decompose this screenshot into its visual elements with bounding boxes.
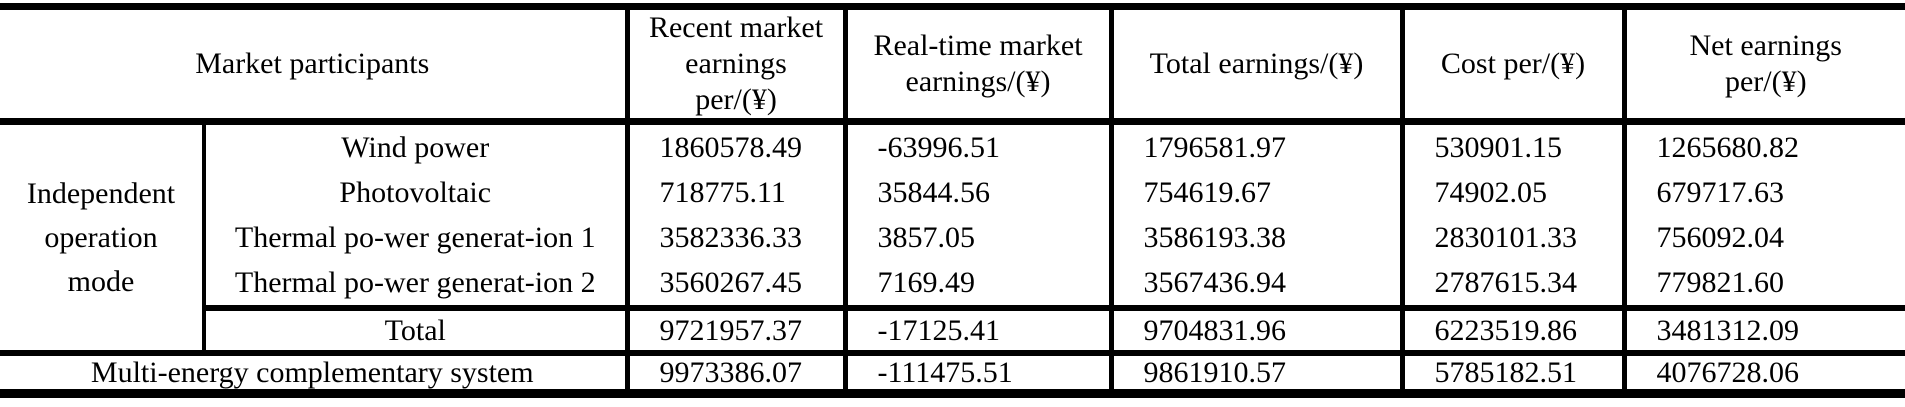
table-row-total: Total 9721957.37 -17125.41 9704831.96 62… <box>0 305 1905 353</box>
total-earnings-value: 3567436.94 <box>1108 260 1402 308</box>
group-label-independent-operation-mode: Independent operation mode <box>26 176 176 298</box>
participant-name: Wind power <box>202 121 627 170</box>
participant-name: Thermal po-wer generat-ion 1 <box>202 215 627 260</box>
net-earnings-value: 779821.60 <box>1621 260 1905 308</box>
net-earnings-value: 679717.63 <box>1621 170 1905 215</box>
cost-value: 5785182.51 <box>1399 350 1624 394</box>
net-earnings-value: 756092.04 <box>1621 215 1905 260</box>
recent-earnings-value: 718775.11 <box>624 170 845 215</box>
header-recent-market-earnings: Recent market earnings per/(¥) <box>624 6 845 125</box>
recent-earnings-total: 9721957.37 <box>624 305 845 353</box>
table-row-photovoltaic: Photovoltaic 718775.11 35844.56 754619.6… <box>0 170 1905 215</box>
recent-earnings-value: 1860578.49 <box>624 121 845 170</box>
net-earnings-total: 3481312.09 <box>1621 305 1905 353</box>
realtime-earnings-value: 3857.05 <box>842 215 1111 260</box>
table-row-thermal-1: Thermal po-wer generat-ion 1 3582336.33 … <box>0 215 1905 260</box>
total-earnings-value: 3586193.38 <box>1108 215 1402 260</box>
recent-earnings-value: 3582336.33 <box>624 215 845 260</box>
net-earnings-value: 4076728.06 <box>1621 350 1905 394</box>
table-header-row: Market participants Recent market earnin… <box>0 6 1905 125</box>
total-earnings-value: 9861910.57 <box>1108 350 1402 394</box>
total-row-label: Total <box>202 305 627 353</box>
table-row-wind-power: Independent operation mode Wind power 18… <box>0 121 1905 298</box>
table-row-thermal-2: Thermal po-wer generat-ion 2 3560267.45 … <box>0 260 1905 308</box>
table-row-multi-energy-system: Multi-energy complementary system 997338… <box>0 350 1905 394</box>
header-net-earnings: Net earnings per/(¥) <box>1621 6 1905 125</box>
total-earnings-value: 754619.67 <box>1108 170 1402 215</box>
recent-earnings-value: 3560267.45 <box>624 260 845 308</box>
cost-value: 74902.05 <box>1399 170 1624 215</box>
total-earnings-total: 9704831.96 <box>1108 305 1402 353</box>
cost-total: 6223519.86 <box>1399 305 1624 353</box>
header-total-earnings: Total earnings/(¥) <box>1108 6 1402 125</box>
cost-value: 2787615.34 <box>1399 260 1624 308</box>
cost-value: 530901.15 <box>1399 121 1624 170</box>
earnings-table: Market participants Recent market earnin… <box>0 3 1905 398</box>
cost-value: 2830101.33 <box>1399 215 1624 260</box>
net-earnings-value: 1265680.82 <box>1621 121 1905 170</box>
realtime-earnings-value: 7169.49 <box>842 260 1111 308</box>
total-earnings-value: 1796581.97 <box>1108 121 1402 170</box>
header-realtime-market-earnings: Real-time market earnings/(¥) <box>842 6 1111 125</box>
participant-name: Thermal po-wer generat-ion 2 <box>202 260 627 308</box>
multi-energy-system-label: Multi-energy complementary system <box>0 350 627 394</box>
recent-earnings-value: 9973386.07 <box>624 350 845 394</box>
header-market-participants: Market participants <box>0 6 627 125</box>
header-cost: Cost per/(¥) <box>1399 6 1624 125</box>
realtime-earnings-value: -63996.51 <box>842 121 1111 170</box>
realtime-earnings-value: -111475.51 <box>842 350 1111 394</box>
participant-name: Photovoltaic <box>202 170 627 215</box>
realtime-earnings-total: -17125.41 <box>842 305 1111 353</box>
realtime-earnings-value: 35844.56 <box>842 170 1111 215</box>
